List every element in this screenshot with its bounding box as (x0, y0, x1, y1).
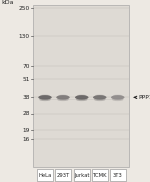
Bar (33, 5, 129, 167)
Ellipse shape (75, 95, 88, 100)
Ellipse shape (95, 94, 104, 97)
Text: 70: 70 (22, 64, 30, 69)
Text: 38: 38 (22, 95, 30, 100)
Text: 51: 51 (23, 77, 30, 82)
Text: 16: 16 (23, 137, 30, 142)
Text: TCMK: TCMK (93, 173, 107, 178)
Ellipse shape (58, 94, 68, 97)
Text: Jurkat: Jurkat (74, 173, 90, 178)
FancyBboxPatch shape (74, 169, 90, 181)
Text: kDa: kDa (2, 0, 14, 5)
Ellipse shape (38, 95, 52, 100)
Ellipse shape (94, 98, 105, 101)
Ellipse shape (40, 94, 50, 97)
FancyBboxPatch shape (110, 169, 126, 181)
FancyBboxPatch shape (92, 169, 108, 181)
Text: 3T3: 3T3 (113, 173, 123, 178)
Ellipse shape (76, 98, 87, 101)
Ellipse shape (77, 94, 86, 97)
FancyBboxPatch shape (37, 169, 53, 181)
Text: HeLa: HeLa (38, 173, 52, 178)
Text: 250: 250 (19, 6, 30, 11)
FancyBboxPatch shape (55, 169, 71, 181)
Ellipse shape (111, 95, 124, 100)
Ellipse shape (93, 95, 106, 100)
Text: 130: 130 (19, 34, 30, 39)
Ellipse shape (113, 94, 122, 97)
Ellipse shape (112, 98, 123, 101)
Text: PPP1CA: PPP1CA (138, 95, 150, 100)
Ellipse shape (39, 98, 51, 101)
Text: 293T: 293T (56, 173, 70, 178)
Ellipse shape (57, 98, 69, 101)
Text: 19: 19 (23, 128, 30, 133)
Ellipse shape (56, 95, 70, 100)
Text: 28: 28 (22, 111, 30, 116)
